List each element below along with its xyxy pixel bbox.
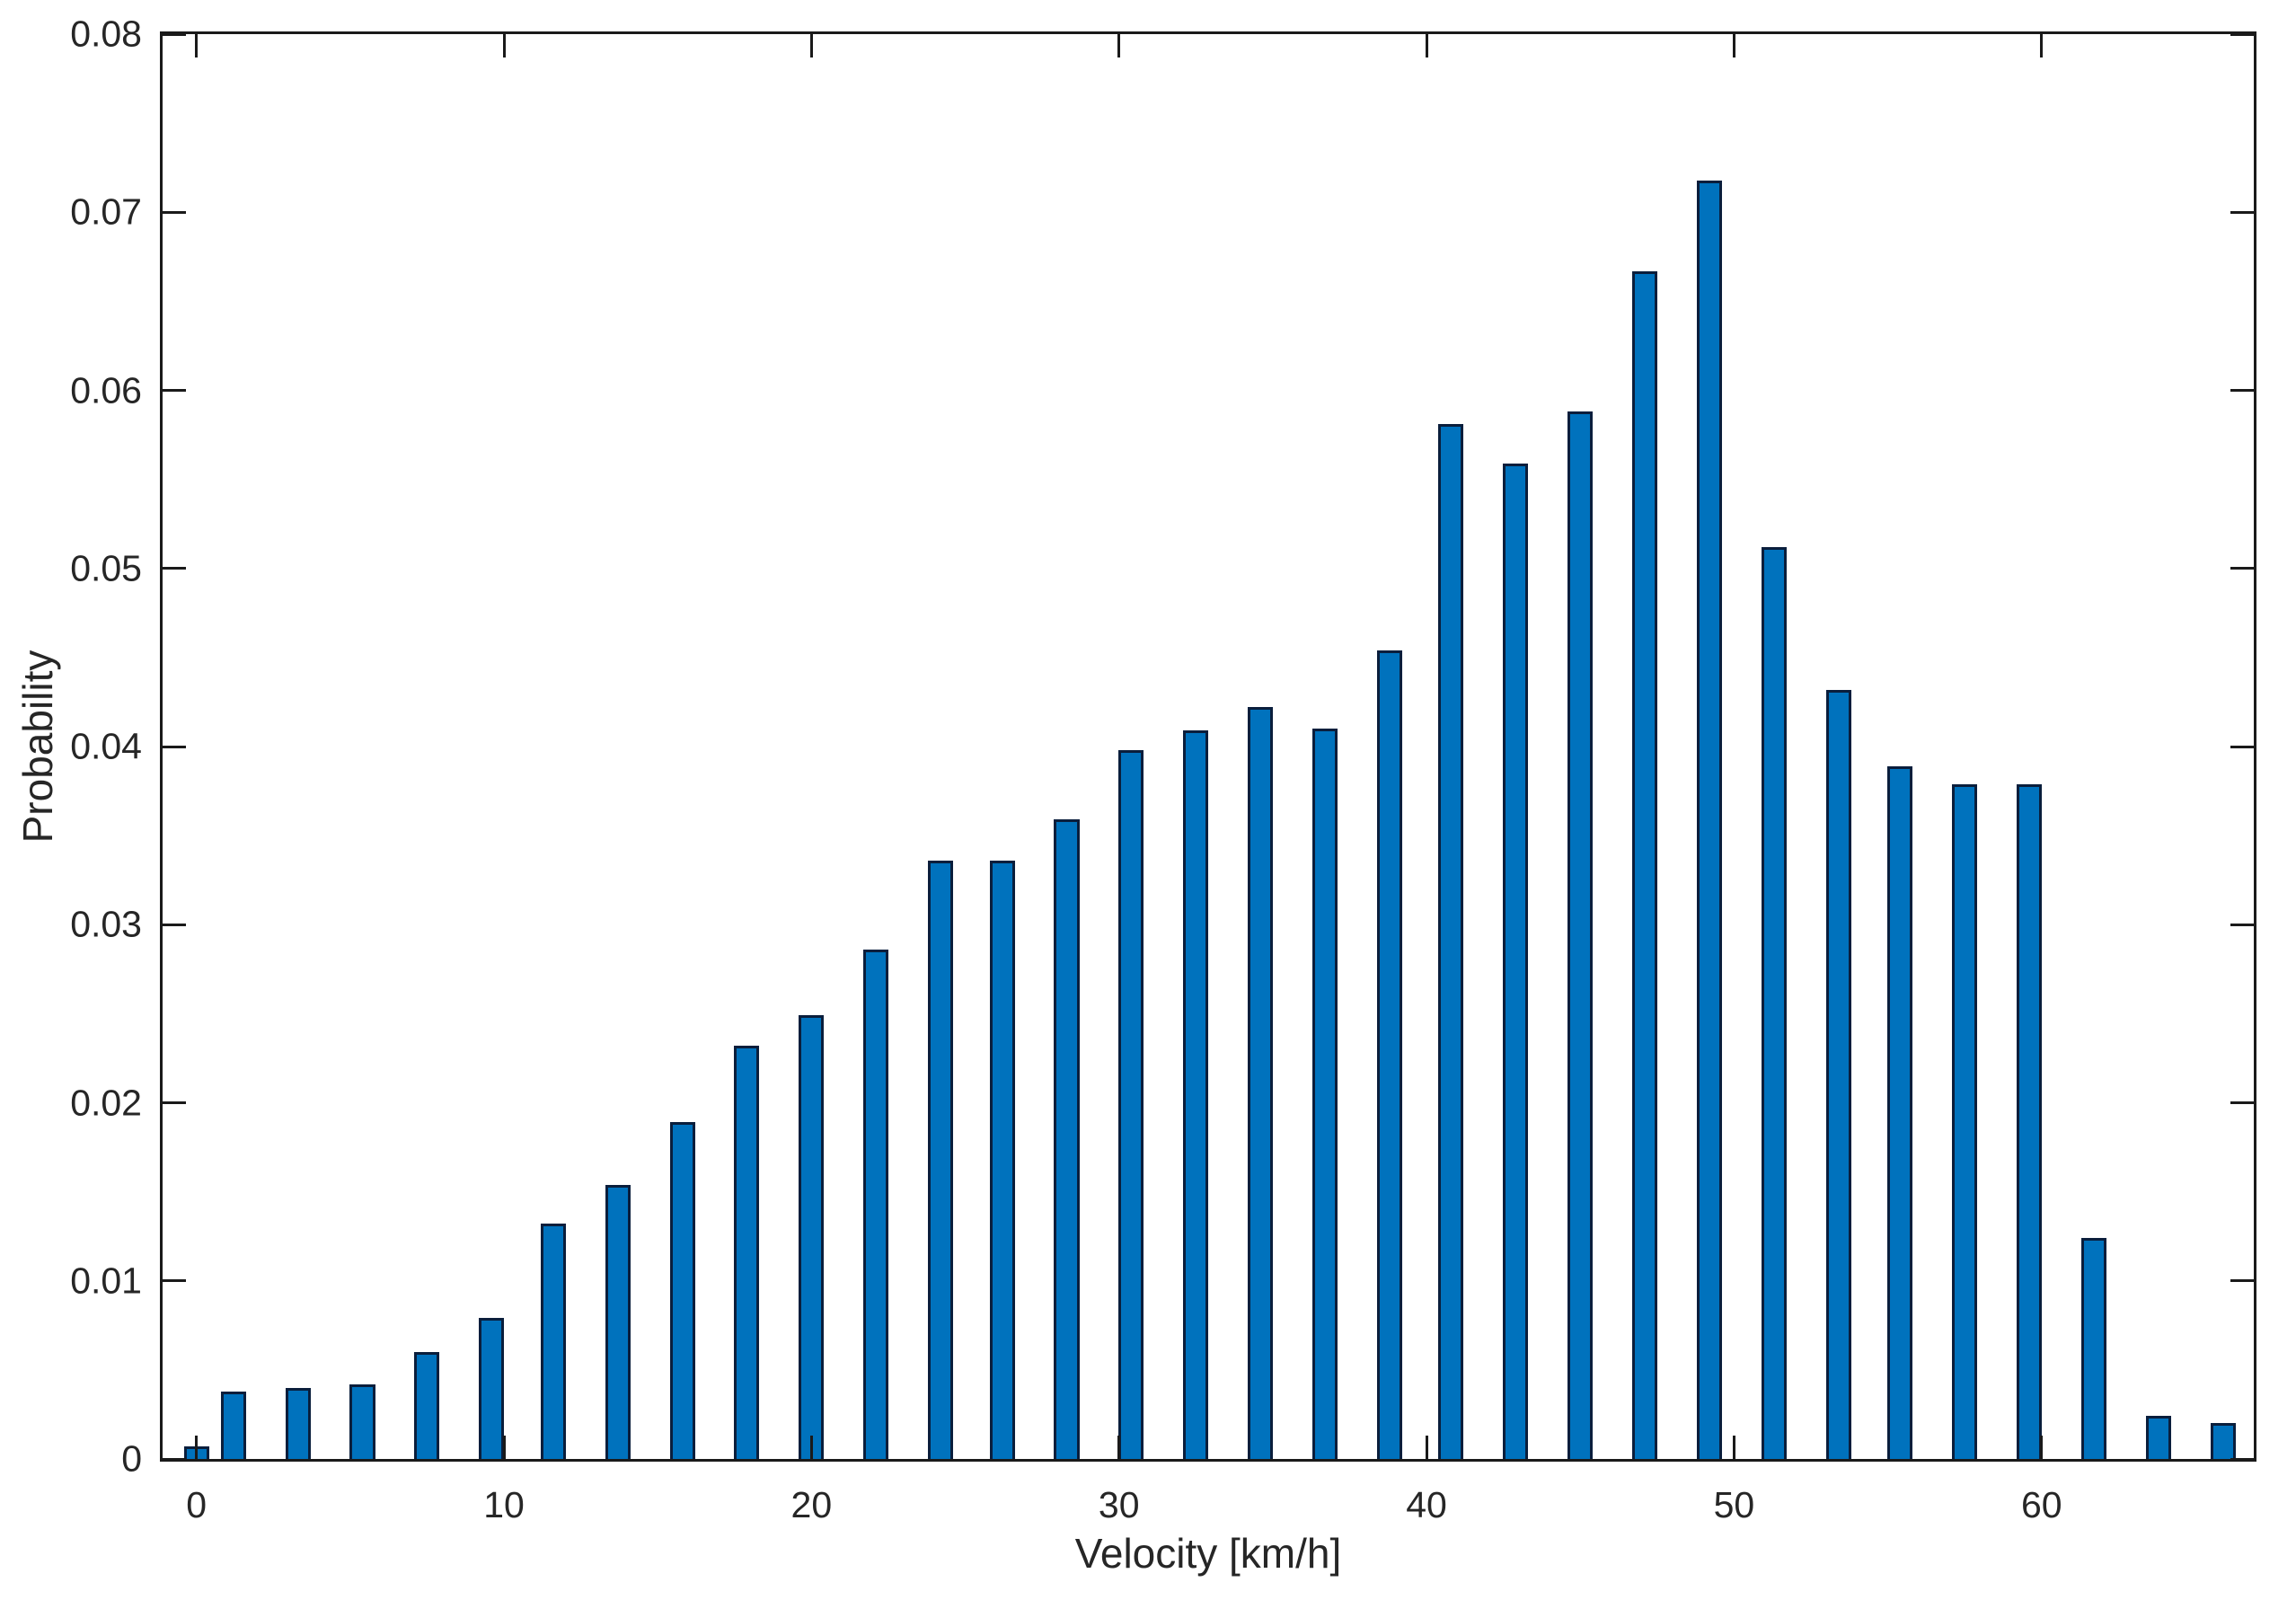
x-tick-mark <box>2040 34 2044 57</box>
plot-area <box>160 31 2256 1462</box>
y-tick-mark <box>2230 32 2254 36</box>
x-tick-mark <box>1117 34 1121 57</box>
bar <box>2017 783 2043 1459</box>
bar <box>1503 463 1529 1459</box>
bar <box>479 1318 505 1459</box>
x-tick-mark <box>502 1436 506 1459</box>
y-tick-mark <box>163 1457 186 1461</box>
y-tick-mark <box>2230 923 2254 926</box>
y-tick-mark <box>2230 210 2254 214</box>
y-tick-label: 0.03 <box>70 903 142 945</box>
bar <box>1438 424 1464 1459</box>
bar <box>1312 729 1338 1459</box>
x-tick-mark <box>1117 1436 1121 1459</box>
y-tick-label: 0.08 <box>70 13 142 55</box>
bar <box>1183 730 1209 1459</box>
y-tick-label: 0.06 <box>70 369 142 411</box>
y-tick-label: 0.01 <box>70 1260 142 1302</box>
x-tick-mark <box>502 34 506 57</box>
x-tick-mark <box>195 34 199 57</box>
bar <box>414 1352 440 1459</box>
bar <box>734 1046 760 1459</box>
bar <box>1376 650 1402 1459</box>
bar <box>1567 411 1594 1459</box>
y-tick-mark <box>163 923 186 926</box>
bar <box>285 1387 311 1459</box>
x-tick-label: 0 <box>186 1484 208 1525</box>
x-tick-mark <box>195 1436 199 1459</box>
x-tick-label: 60 <box>2020 1484 2062 1525</box>
bar <box>1632 270 1658 1459</box>
bar <box>605 1184 631 1459</box>
bar <box>1825 689 1851 1459</box>
bar <box>540 1224 566 1459</box>
bar <box>2210 1423 2236 1459</box>
x-tick-mark <box>1425 34 1428 57</box>
y-tick-label: 0.04 <box>70 725 142 767</box>
y-tick-mark <box>2230 567 2254 570</box>
bar <box>1054 819 1080 1459</box>
x-tick-mark <box>809 1436 813 1459</box>
y-tick-mark <box>163 745 186 748</box>
x-tick-label: 20 <box>790 1484 833 1525</box>
bar <box>863 950 889 1459</box>
bar <box>928 860 954 1459</box>
y-tick-mark <box>2230 1279 2254 1283</box>
x-axis-label: Velocity [km/h] <box>1074 1530 1342 1577</box>
x-tick-mark <box>1732 34 1735 57</box>
y-tick-mark <box>163 32 186 36</box>
bar <box>669 1122 695 1459</box>
x-tick-mark <box>1732 1436 1735 1459</box>
y-tick-label: 0 <box>121 1437 142 1480</box>
x-tick-label: 30 <box>1098 1484 1140 1525</box>
x-tick-mark <box>1425 1436 1428 1459</box>
y-tick-mark <box>163 1101 186 1104</box>
bar <box>220 1391 246 1459</box>
y-tick-label: 0.02 <box>70 1082 142 1123</box>
y-tick-mark <box>2230 1457 2254 1461</box>
y-tick-mark <box>2230 1101 2254 1104</box>
y-tick-mark <box>163 389 186 392</box>
y-tick-mark <box>2230 389 2254 392</box>
x-tick-mark <box>2040 1436 2044 1459</box>
bar <box>799 1015 825 1459</box>
bar <box>989 860 1015 1459</box>
y-tick-label: 0.07 <box>70 190 142 233</box>
y-tick-mark <box>2230 745 2254 748</box>
x-tick-label: 40 <box>1406 1484 1447 1525</box>
y-tick-label: 0.05 <box>70 547 142 589</box>
y-tick-mark <box>163 210 186 214</box>
y-tick-mark <box>163 1279 186 1283</box>
bar <box>1118 749 1144 1459</box>
x-tick-mark <box>809 34 813 57</box>
bar <box>1887 765 1913 1459</box>
x-tick-label: 10 <box>483 1484 525 1525</box>
bar <box>2080 1238 2106 1459</box>
bar <box>1952 783 1978 1459</box>
bar <box>349 1383 375 1459</box>
bar <box>2145 1416 2171 1459</box>
bar <box>1248 707 1274 1459</box>
x-tick-label: 50 <box>1713 1484 1755 1525</box>
bar <box>1696 180 1723 1459</box>
y-tick-mark <box>163 567 186 570</box>
bar <box>1761 546 1787 1459</box>
